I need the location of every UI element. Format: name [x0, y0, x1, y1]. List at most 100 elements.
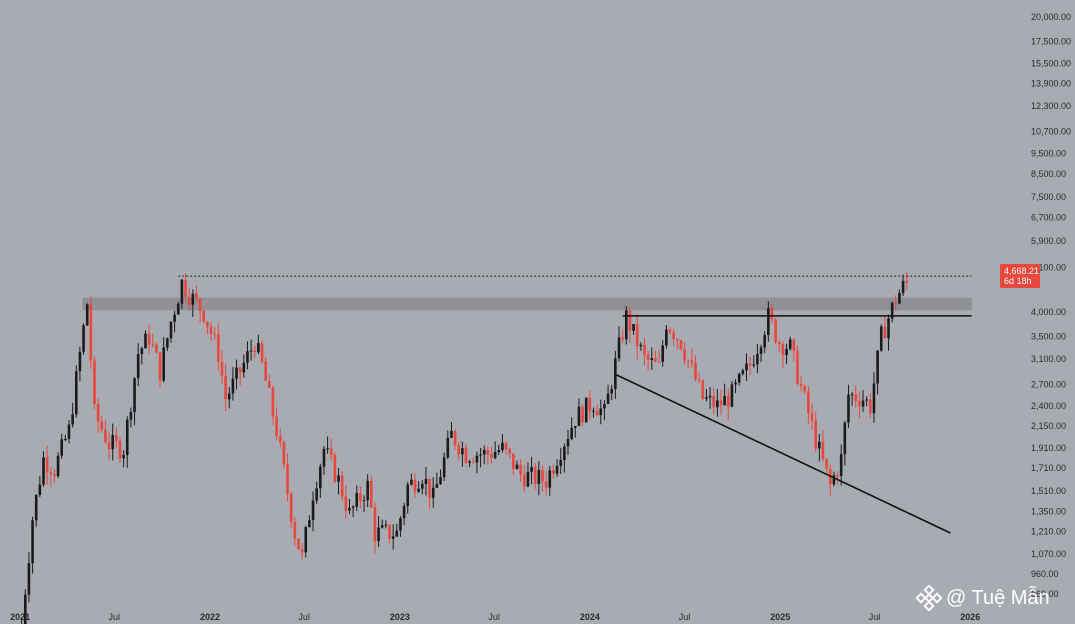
- candle-body: [486, 449, 490, 455]
- x-tick-label: 2022: [200, 612, 220, 622]
- candle-body: [380, 525, 384, 528]
- candle-body: [366, 480, 369, 501]
- y-tick-label: 7,500.00: [1031, 192, 1066, 202]
- watermark: @ Tuệ Mẫn: [916, 585, 1050, 611]
- candle-body: [344, 496, 348, 511]
- candle-body: [56, 455, 60, 477]
- y-tick-label: 3,500.00: [1031, 332, 1066, 342]
- candle-countdown: 6d 18h: [1004, 276, 1032, 286]
- candle-body: [53, 474, 56, 477]
- candle-body: [614, 358, 617, 389]
- candle-body: [686, 360, 690, 362]
- candle-body: [898, 292, 901, 304]
- candle-body: [858, 401, 861, 407]
- y-tick-label: 5,900.00: [1031, 236, 1066, 246]
- candle-body: [690, 360, 694, 363]
- candle-body: [552, 470, 555, 474]
- candle-body: [836, 475, 839, 477]
- candle-body: [147, 333, 151, 345]
- candle-body: [319, 466, 322, 489]
- candle-body: [49, 472, 53, 475]
- candle-body: [697, 379, 701, 381]
- y-tick-label: 1,510.00: [1031, 486, 1066, 496]
- candle-body: [541, 469, 544, 482]
- candle-body: [38, 484, 42, 496]
- y-tick-label: 15,500.00: [1031, 59, 1071, 69]
- y-tick-label: 4,000.00: [1031, 307, 1066, 317]
- candle-body: [417, 488, 420, 492]
- candle-body: [439, 477, 442, 485]
- candle-body: [64, 439, 67, 441]
- candle-body: [198, 298, 202, 311]
- candle-body: [202, 310, 206, 322]
- candle-body: [861, 400, 865, 407]
- candle-body: [209, 326, 213, 334]
- candle-body: [854, 394, 858, 402]
- candle-body: [515, 464, 519, 470]
- candle-body: [373, 507, 377, 542]
- candle-body: [220, 361, 224, 376]
- candle-body: [67, 424, 71, 440]
- candle-body: [832, 475, 836, 485]
- candle-body: [435, 484, 439, 488]
- candle-body: [712, 395, 715, 408]
- y-tick-label: 1,710.00: [1031, 463, 1066, 473]
- candle-body: [118, 440, 122, 459]
- candle-body: [413, 479, 417, 492]
- candle-body: [668, 329, 672, 333]
- candle-body: [646, 354, 650, 360]
- candle-body: [661, 345, 665, 362]
- candle-body: [577, 406, 581, 426]
- candle-body: [745, 363, 748, 371]
- candle-body: [581, 406, 584, 423]
- x-tick-label: Jul: [869, 612, 881, 622]
- candle-body: [803, 385, 807, 392]
- candle-body: [333, 454, 337, 482]
- x-tick-label: Jul: [488, 612, 500, 622]
- candle-body: [227, 393, 231, 400]
- candle-body: [391, 536, 395, 539]
- y-tick-label: 960.00: [1031, 569, 1059, 579]
- candle-body: [191, 293, 195, 305]
- candle-body: [268, 380, 271, 388]
- candle-body: [136, 354, 140, 379]
- candle-body: [166, 338, 169, 348]
- y-tick-label: 1,070.00: [1031, 549, 1066, 559]
- candle-body: [748, 363, 752, 366]
- candle-body: [144, 333, 147, 349]
- candle-body: [424, 478, 428, 484]
- candle-body: [850, 394, 854, 396]
- candle-body: [457, 445, 461, 455]
- candle-body: [428, 478, 431, 498]
- candle-body: [767, 308, 770, 336]
- candle-body: [719, 400, 723, 406]
- candle-body: [278, 436, 282, 443]
- candle-body: [271, 387, 275, 417]
- candle-body: [395, 530, 399, 537]
- candle-body: [628, 310, 632, 331]
- candle-body: [471, 461, 475, 463]
- candle-body: [879, 326, 883, 351]
- y-tick-label: 13,900.00: [1031, 79, 1071, 89]
- candle-body: [322, 448, 326, 467]
- candle-body: [187, 296, 191, 305]
- candle-body: [901, 280, 905, 293]
- candle-body: [872, 383, 876, 414]
- candle-body: [213, 333, 216, 335]
- candle-body: [537, 469, 541, 484]
- candle-body: [843, 422, 847, 455]
- last-price-value: 4,668.21: [1004, 266, 1040, 276]
- x-tick-label: Jul: [298, 612, 310, 622]
- candle-body: [504, 442, 508, 449]
- candle-body: [737, 373, 741, 383]
- candle-body: [42, 457, 45, 485]
- y-tick-label: 1,210.00: [1031, 527, 1066, 537]
- candle-body: [876, 350, 879, 384]
- candle-body: [512, 453, 515, 470]
- candle-body: [479, 454, 482, 456]
- candle-body: [180, 279, 184, 304]
- candle-body: [169, 321, 173, 339]
- candle-body: [508, 448, 512, 454]
- candle-body: [100, 421, 104, 430]
- candle-body: [497, 450, 501, 453]
